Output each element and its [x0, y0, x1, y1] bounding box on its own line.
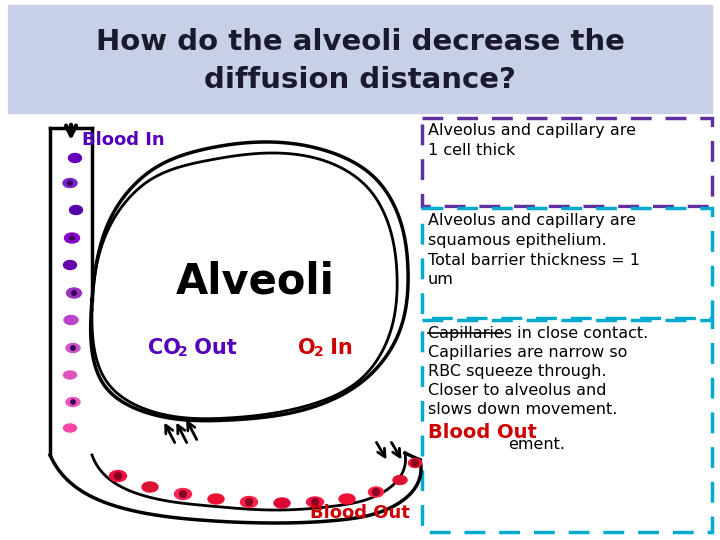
Circle shape	[69, 398, 77, 406]
Ellipse shape	[208, 494, 224, 504]
Ellipse shape	[174, 489, 192, 500]
Ellipse shape	[66, 288, 81, 298]
Text: Capillaries in close contact.: Capillaries in close contact.	[428, 326, 648, 341]
Circle shape	[70, 236, 74, 240]
Ellipse shape	[109, 470, 127, 482]
FancyBboxPatch shape	[8, 5, 712, 113]
Ellipse shape	[63, 371, 76, 379]
Text: Alveoli: Alveoli	[176, 261, 334, 303]
Circle shape	[66, 179, 73, 187]
Text: ement.: ement.	[508, 437, 565, 452]
Text: Closer to alveolus and: Closer to alveolus and	[428, 383, 606, 398]
Text: 2: 2	[178, 345, 188, 359]
Text: diffusion distance?: diffusion distance?	[204, 66, 516, 94]
Text: Blood Out: Blood Out	[310, 504, 410, 522]
Circle shape	[372, 489, 379, 496]
Ellipse shape	[66, 397, 80, 407]
Ellipse shape	[393, 476, 407, 484]
Ellipse shape	[240, 496, 258, 508]
Circle shape	[68, 234, 76, 242]
Ellipse shape	[142, 482, 158, 492]
Circle shape	[71, 346, 75, 350]
Ellipse shape	[408, 458, 421, 468]
Circle shape	[114, 472, 122, 480]
Text: O: O	[298, 338, 315, 358]
Circle shape	[412, 460, 418, 467]
Ellipse shape	[66, 343, 80, 353]
Text: RBC squeeze through.: RBC squeeze through.	[428, 364, 606, 379]
Ellipse shape	[65, 233, 79, 243]
Circle shape	[72, 291, 76, 295]
Ellipse shape	[274, 498, 290, 508]
Ellipse shape	[68, 153, 81, 163]
Circle shape	[71, 400, 75, 404]
Ellipse shape	[70, 206, 83, 214]
Text: Blood In: Blood In	[82, 131, 165, 149]
Circle shape	[179, 490, 186, 497]
Text: In: In	[323, 338, 353, 358]
Text: Alveolus and capillary are
squamous epithelium.
Total barrier thickness = 1
um: Alveolus and capillary are squamous epit…	[428, 213, 640, 287]
Circle shape	[71, 289, 78, 297]
Text: Capillaries are narrow so: Capillaries are narrow so	[428, 345, 627, 360]
Circle shape	[68, 181, 72, 185]
Ellipse shape	[339, 494, 355, 504]
Text: Blood Out: Blood Out	[428, 423, 537, 442]
Text: Out: Out	[187, 338, 237, 358]
FancyBboxPatch shape	[422, 208, 712, 318]
Circle shape	[69, 344, 77, 352]
Circle shape	[312, 498, 318, 505]
FancyBboxPatch shape	[422, 118, 712, 206]
Circle shape	[246, 498, 253, 505]
Text: slows down movement.: slows down movement.	[428, 402, 617, 417]
FancyBboxPatch shape	[422, 320, 712, 532]
Ellipse shape	[63, 179, 77, 187]
Ellipse shape	[307, 497, 323, 507]
Text: 2: 2	[314, 345, 324, 359]
Ellipse shape	[369, 487, 384, 497]
Ellipse shape	[64, 315, 78, 325]
Text: How do the alveoli decrease the: How do the alveoli decrease the	[96, 28, 624, 56]
Ellipse shape	[63, 260, 76, 269]
Text: CO: CO	[148, 338, 181, 358]
Ellipse shape	[63, 424, 76, 432]
Text: Alveolus and capillary are
1 cell thick: Alveolus and capillary are 1 cell thick	[428, 123, 636, 158]
